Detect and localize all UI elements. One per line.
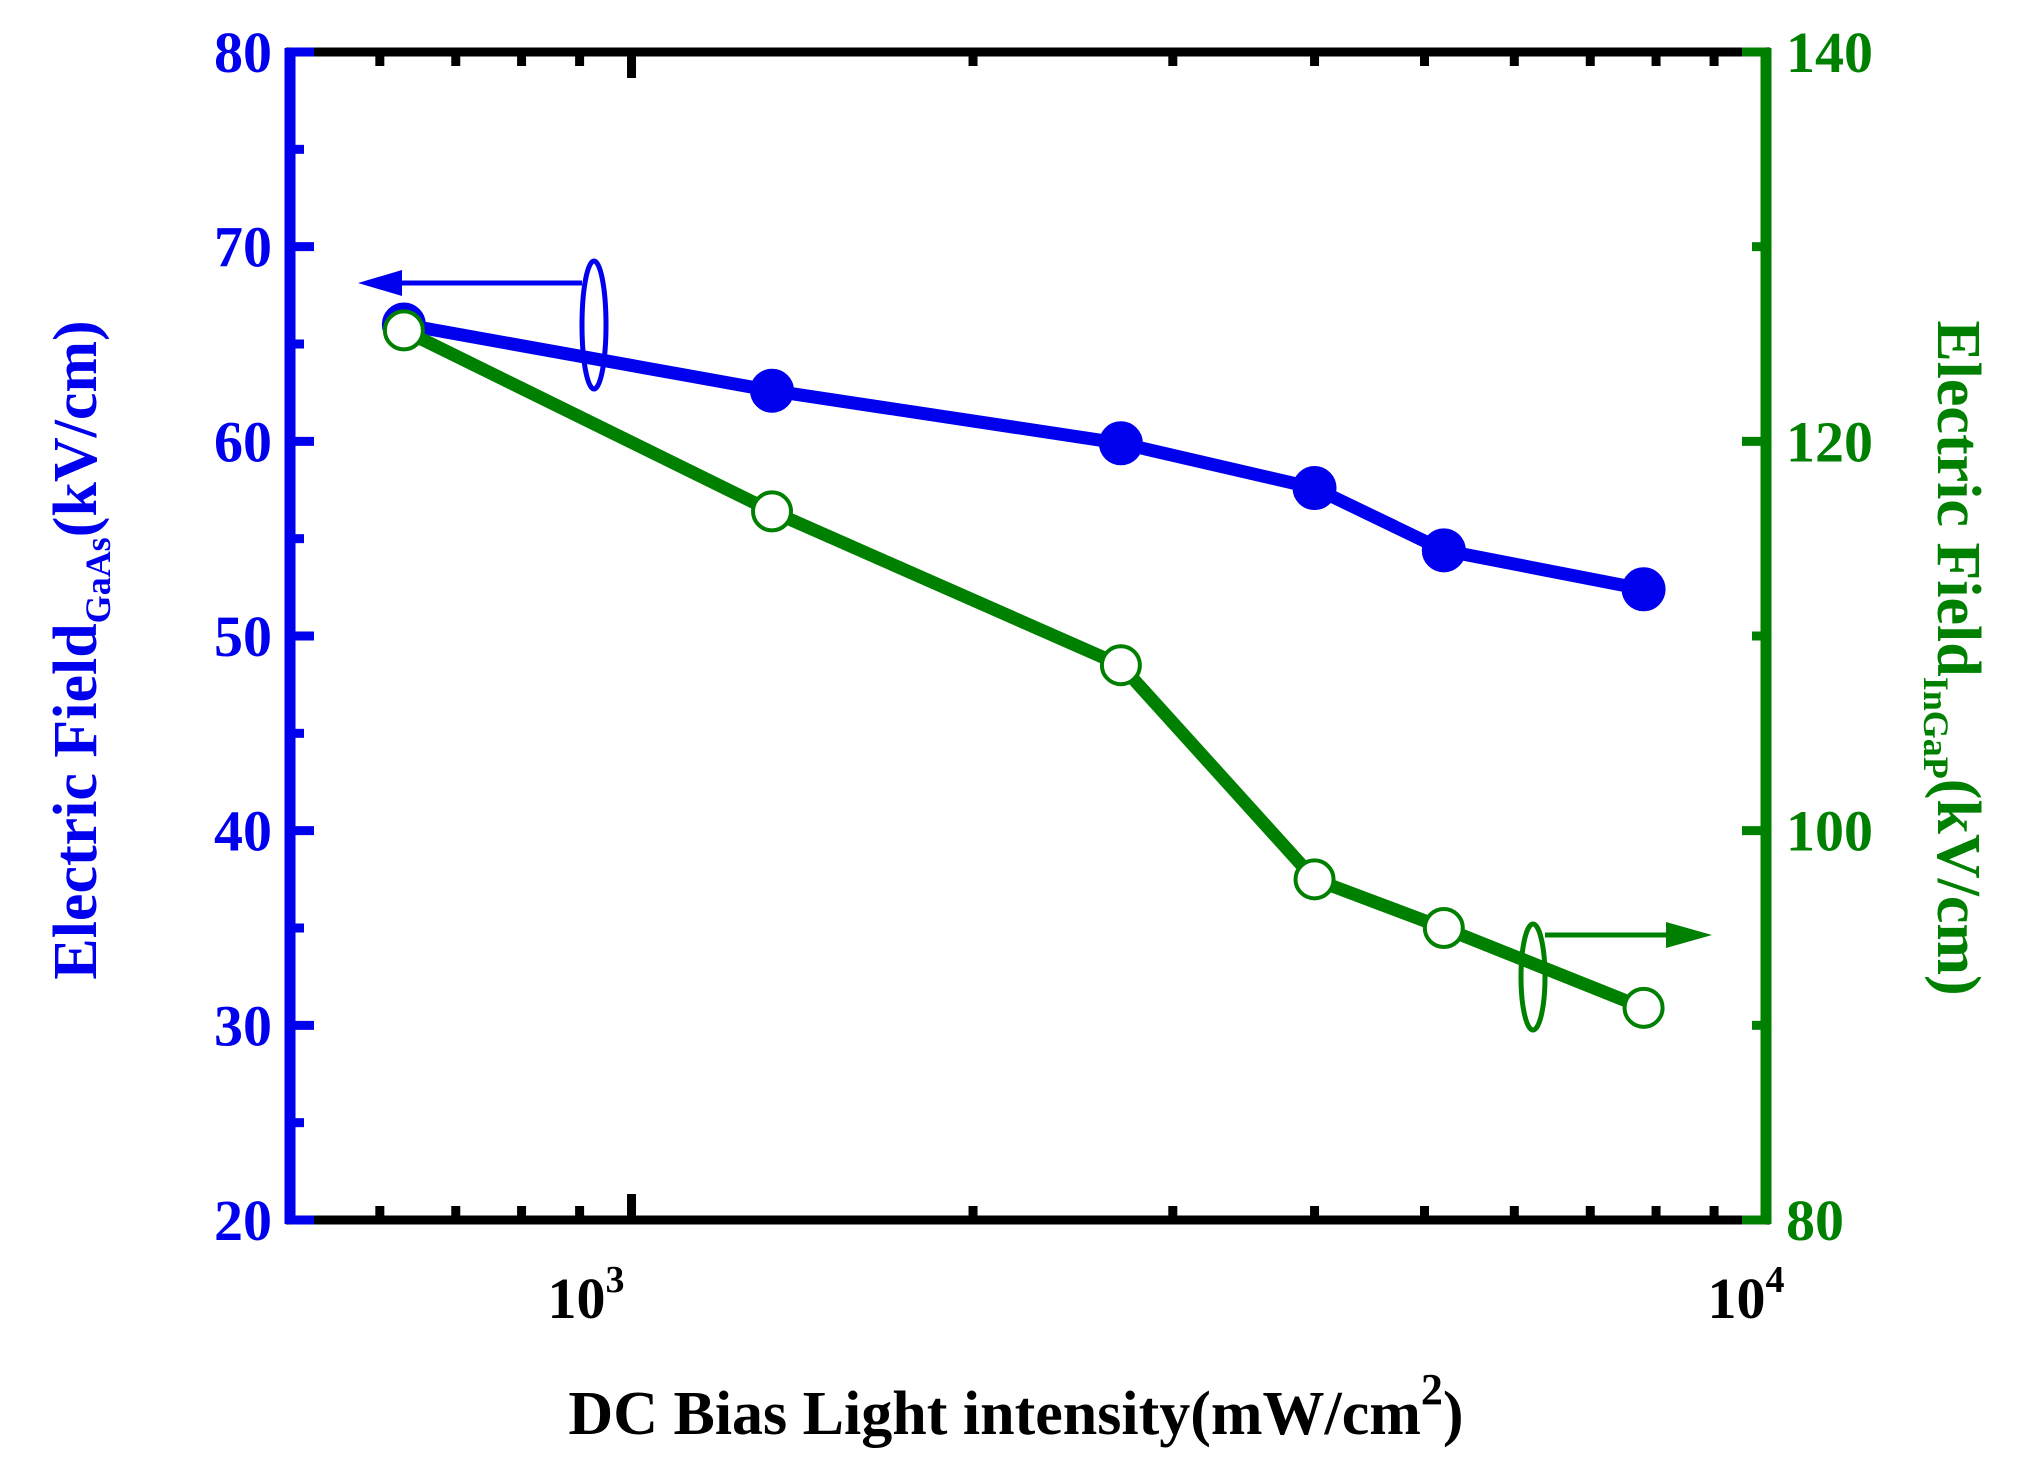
x-axis-title: DC Bias Light intensity(mW/cm2) <box>568 1365 1463 1448</box>
left-y-axis-title: Electric FieldGaAs(kV/cm) <box>42 320 118 979</box>
right-y-tick-label: 80 <box>1786 1188 1844 1253</box>
ingap-series-line <box>1312 873 1447 935</box>
ingap-data-point <box>1422 907 1465 949</box>
gaas-pointer-arrowhead <box>358 270 402 296</box>
left-y-tick-label: 60 <box>214 409 272 474</box>
ingap-series-line <box>401 324 775 518</box>
ingap-data-point <box>1099 644 1142 687</box>
ingap-data-point <box>751 490 794 533</box>
left-y-tick-label: 70 <box>214 215 272 280</box>
right-y-tick-label: 100 <box>1786 799 1873 864</box>
ingap-axis-pointer <box>1518 921 1712 1033</box>
left-y-tick-label: 50 <box>214 604 272 669</box>
gaas-series-line <box>771 384 1122 450</box>
gaas-data-point <box>1098 421 1143 466</box>
left-y-tick-label: 20 <box>214 1188 272 1253</box>
ingap-pointer-ellipse <box>1518 921 1548 1033</box>
gaas-data-point <box>1292 466 1337 511</box>
x-tick-label-1000: 103 <box>548 1259 625 1331</box>
ingap-data-point <box>382 309 425 352</box>
left-y-tick-label: 30 <box>214 993 272 1058</box>
gaas-data-point <box>1421 528 1466 573</box>
gaas-axis-pointer <box>358 258 609 392</box>
gaas-series-line <box>1311 482 1447 557</box>
gaas-pointer-ellipse <box>579 258 609 392</box>
ingap-series-line <box>769 505 1124 672</box>
ingap-data-point <box>1293 858 1336 901</box>
left-y-tick-label: 80 <box>214 20 272 85</box>
x-tick-label-10000: 104 <box>1708 1259 1785 1331</box>
ingap-data-point <box>1622 986 1665 1029</box>
gaas-series-line <box>402 318 774 398</box>
left-y-tick-label: 40 <box>214 799 272 864</box>
gaas-series-line <box>1442 543 1645 596</box>
right-y-tick-label: 120 <box>1786 409 1873 474</box>
right-y-tick-label: 140 <box>1786 20 1873 85</box>
gaas-series-line <box>1119 436 1317 495</box>
ingap-series-line <box>1116 660 1320 884</box>
right-y-axis-title: Electric FieldInGaP(kV/cm) <box>1916 320 1992 995</box>
gaas-data-point <box>750 368 795 413</box>
gaas-data-point <box>1621 567 1666 612</box>
ingap-pointer-arrowhead <box>1666 922 1712 948</box>
